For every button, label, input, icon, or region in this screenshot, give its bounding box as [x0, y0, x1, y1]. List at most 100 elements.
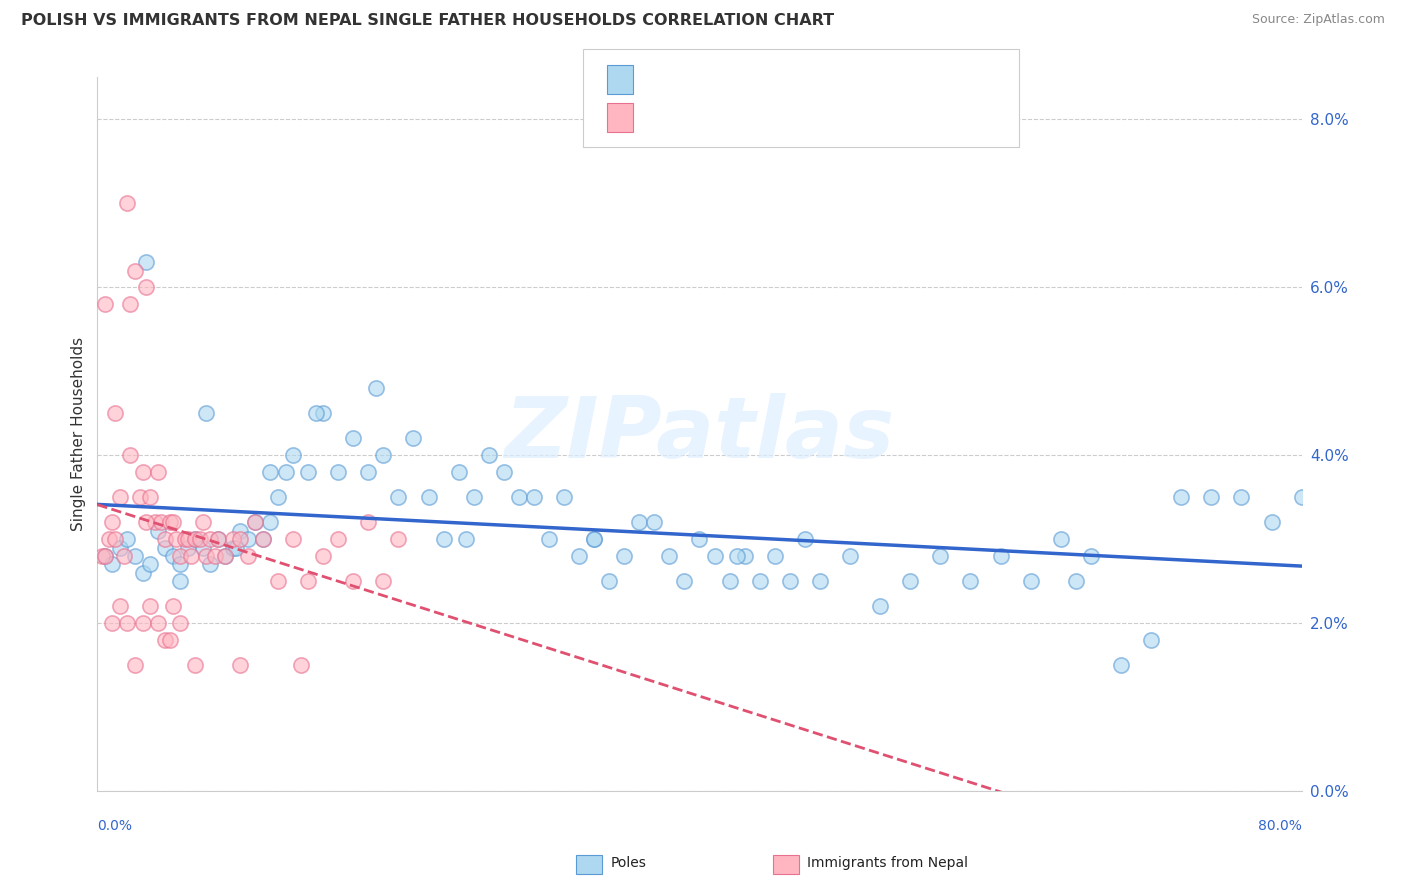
Point [153, 541, 176, 555]
Point [165, 532, 187, 546]
Text: R =  0.026   N = 65: R = 0.026 N = 65 [644, 109, 801, 123]
Point [1291, 490, 1313, 504]
Point [364, 381, 387, 395]
Point [387, 490, 409, 504]
Point [342, 431, 364, 445]
Point [124, 263, 146, 277]
Point [169, 558, 191, 572]
Point [304, 406, 326, 420]
Point [124, 549, 146, 563]
Point [146, 524, 169, 538]
Point [598, 574, 620, 588]
Point [90, 549, 112, 563]
Point [146, 465, 169, 479]
Point [328, 532, 350, 546]
Point [613, 549, 636, 563]
Point [1140, 632, 1163, 647]
Point [117, 532, 139, 546]
Point [139, 490, 162, 504]
Point [117, 196, 139, 211]
Point [191, 541, 214, 555]
Point [207, 532, 229, 546]
Point [98, 532, 121, 546]
Point [194, 549, 217, 563]
Point [117, 615, 139, 630]
Point [139, 558, 162, 572]
Point [1019, 574, 1042, 588]
Point [432, 532, 454, 546]
Point [808, 574, 831, 588]
Point [207, 532, 229, 546]
Point [725, 549, 748, 563]
Text: 0.0%: 0.0% [97, 820, 132, 833]
Point [252, 532, 274, 546]
Point [734, 549, 756, 563]
Text: POLISH VS IMMIGRANTS FROM NEPAL SINGLE FATHER HOUSEHOLDS CORRELATION CHART: POLISH VS IMMIGRANTS FROM NEPAL SINGLE F… [21, 13, 834, 29]
Point [839, 549, 862, 563]
Point [194, 406, 217, 420]
Point [200, 558, 222, 572]
Point [658, 549, 681, 563]
Point [149, 516, 172, 530]
Point [120, 297, 142, 311]
Point [162, 549, 184, 563]
Point [553, 490, 575, 504]
Point [104, 532, 127, 546]
Point [537, 532, 560, 546]
Point [267, 574, 290, 588]
Point [146, 615, 169, 630]
Point [169, 615, 191, 630]
Text: Poles: Poles [610, 856, 647, 871]
Point [281, 448, 304, 462]
Point [297, 574, 319, 588]
Point [188, 532, 211, 546]
Point [990, 549, 1012, 563]
Point [290, 658, 312, 673]
Point [387, 532, 409, 546]
Point [124, 658, 146, 673]
Point [180, 549, 202, 563]
Point [1260, 516, 1282, 530]
Point [1080, 549, 1102, 563]
Point [508, 490, 530, 504]
Point [793, 532, 815, 546]
Point [456, 532, 478, 546]
Point [523, 490, 546, 504]
Point [159, 516, 181, 530]
Point [120, 448, 142, 462]
Y-axis label: Single Father Households: Single Father Households [72, 337, 86, 532]
Point [718, 574, 741, 588]
Point [281, 532, 304, 546]
Point [447, 465, 470, 479]
Point [245, 516, 267, 530]
Point [108, 599, 131, 614]
Point [628, 516, 651, 530]
Point [1230, 490, 1253, 504]
Point [94, 549, 117, 563]
Point [673, 574, 696, 588]
Point [101, 516, 124, 530]
Point [169, 574, 191, 588]
Point [373, 574, 395, 588]
Point [104, 406, 127, 420]
Point [898, 574, 921, 588]
Text: Source: ZipAtlas.com: Source: ZipAtlas.com [1251, 13, 1385, 27]
Point [135, 255, 157, 269]
Point [222, 532, 245, 546]
Text: Immigrants from Nepal: Immigrants from Nepal [807, 856, 969, 871]
Point [131, 615, 153, 630]
Point [252, 532, 274, 546]
Point [176, 532, 198, 546]
Point [135, 516, 157, 530]
Point [204, 549, 226, 563]
Point [135, 280, 157, 294]
Point [1049, 532, 1071, 546]
Point [200, 532, 222, 546]
Point [478, 448, 501, 462]
Point [101, 558, 124, 572]
Point [131, 465, 153, 479]
Point [159, 632, 181, 647]
Text: ZIPatlas: ZIPatlas [505, 392, 894, 475]
Point [492, 465, 515, 479]
Point [184, 532, 207, 546]
